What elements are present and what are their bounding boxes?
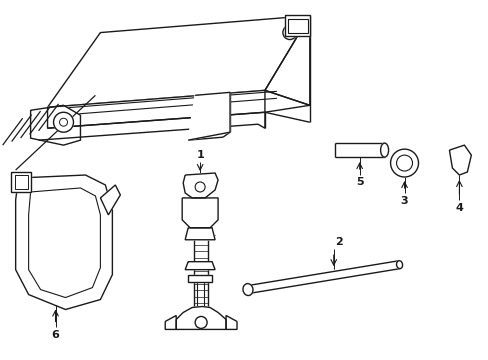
Text: 6: 6: [52, 330, 60, 341]
Polygon shape: [182, 198, 218, 228]
Polygon shape: [285, 15, 309, 36]
Polygon shape: [11, 172, 31, 192]
Polygon shape: [31, 105, 81, 145]
Polygon shape: [176, 306, 225, 329]
Polygon shape: [188, 92, 229, 140]
Circle shape: [283, 26, 296, 40]
Polygon shape: [183, 173, 218, 198]
Circle shape: [195, 182, 204, 192]
Polygon shape: [264, 15, 309, 105]
Polygon shape: [188, 275, 212, 282]
Polygon shape: [47, 90, 264, 128]
Circle shape: [195, 316, 207, 328]
Ellipse shape: [380, 143, 388, 157]
Polygon shape: [100, 185, 120, 215]
Polygon shape: [47, 15, 309, 107]
Text: 1: 1: [196, 150, 203, 160]
Polygon shape: [185, 262, 215, 270]
Polygon shape: [448, 145, 470, 175]
Polygon shape: [165, 315, 176, 329]
Circle shape: [53, 112, 73, 132]
Text: 3: 3: [400, 196, 407, 206]
Text: 5: 5: [355, 177, 363, 187]
Polygon shape: [225, 315, 237, 329]
Polygon shape: [16, 175, 112, 310]
Polygon shape: [185, 228, 215, 240]
Ellipse shape: [390, 149, 418, 177]
Text: 2: 2: [334, 237, 342, 247]
Text: 4: 4: [454, 203, 462, 213]
Ellipse shape: [396, 261, 402, 269]
Ellipse shape: [243, 284, 252, 296]
Ellipse shape: [396, 155, 412, 171]
